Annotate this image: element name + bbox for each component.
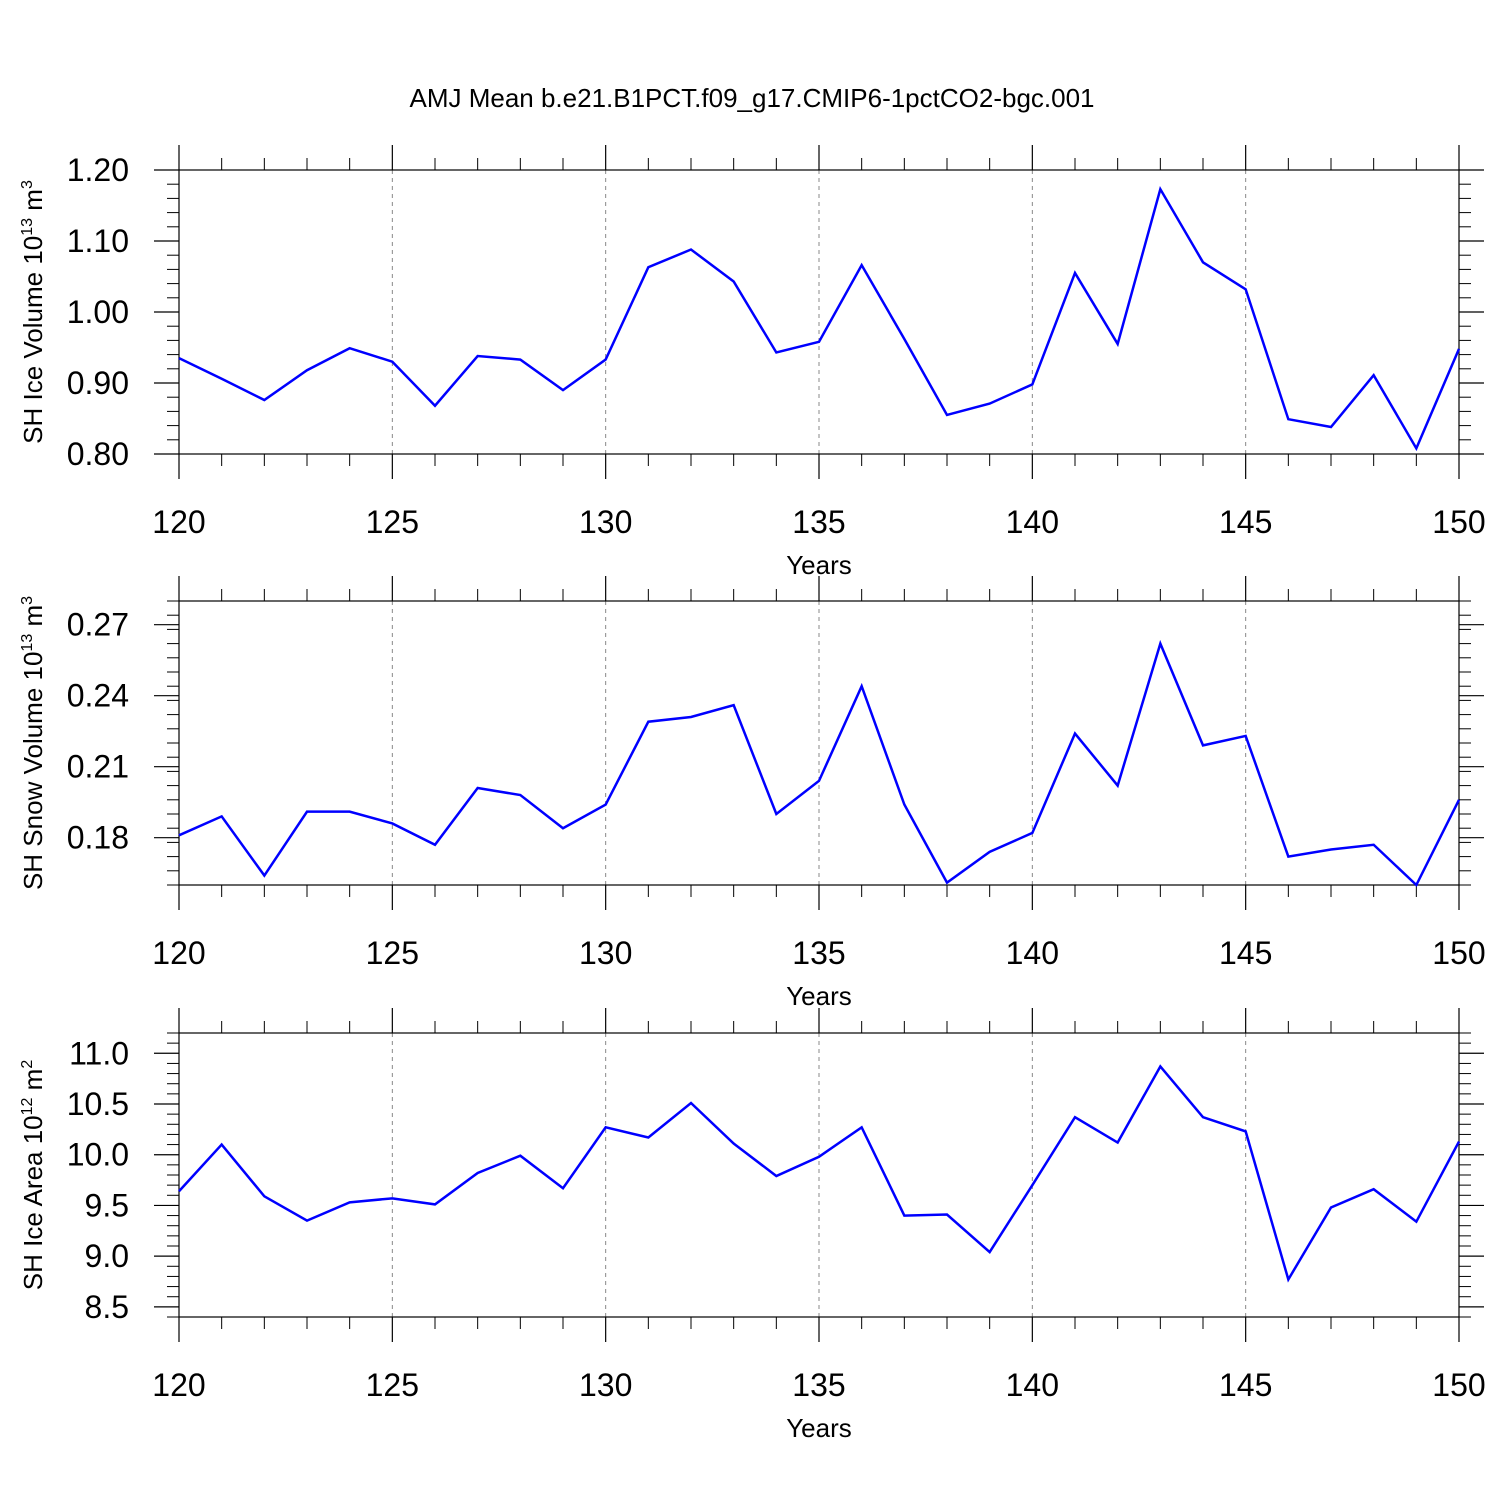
y-tick-label: 0.80 <box>67 436 129 472</box>
x-tick-label: 130 <box>579 935 632 971</box>
y-tick-label: 0.90 <box>67 365 129 401</box>
y-tick-label: 10.5 <box>67 1086 129 1122</box>
y-tick-label: 10.0 <box>67 1137 129 1173</box>
x-tick-label: 145 <box>1219 504 1272 540</box>
y-tick-label: 0.18 <box>67 820 129 856</box>
chart-title: AMJ Mean b.e21.B1PCT.f09_g17.CMIP6-1pctC… <box>409 83 1094 113</box>
x-tick-label: 130 <box>579 1367 632 1403</box>
y-tick-label: 0.27 <box>67 607 129 643</box>
y-tick-label: 1.10 <box>67 223 129 259</box>
x-tick-label: 135 <box>792 504 845 540</box>
y-tick-label: 11.0 <box>69 1035 129 1071</box>
x-tick-label: 150 <box>1432 1367 1485 1403</box>
y-tick-label: 9.0 <box>85 1238 129 1274</box>
series-line <box>178 185 1461 452</box>
x-tick-label: 120 <box>152 935 205 971</box>
series-line <box>178 1064 1461 1283</box>
x-tick-label: 135 <box>792 935 845 971</box>
x-tick-label: 145 <box>1219 1367 1272 1403</box>
x-tick-label: 120 <box>152 504 205 540</box>
x-tick-label: 140 <box>1006 1367 1059 1403</box>
x-tick-label: 130 <box>579 504 632 540</box>
y-axis-label: SH Snow Volume 1013 m3 <box>18 596 48 890</box>
y-axis-label: SH Ice Volume 1013 m3 <box>18 180 48 444</box>
x-tick-label: 150 <box>1432 504 1485 540</box>
x-tick-label: 145 <box>1219 935 1272 971</box>
y-tick-label: 0.21 <box>67 749 129 785</box>
y-tick-label: 1.00 <box>67 294 129 330</box>
y-tick-label: 1.20 <box>67 152 129 188</box>
panel-ice-area: SH Ice Area 1012 m2 Years 120 125 130 135 14… <box>18 1008 1486 1443</box>
x-axis-label: Years <box>786 550 852 580</box>
x-tick-label: 125 <box>366 1367 419 1403</box>
panel-ice-volume: SH Ice Volume 1013 m3 Years 120 125 130 135… <box>18 145 1486 580</box>
x-tick-label: 125 <box>366 935 419 971</box>
x-tick-label: 135 <box>792 1367 845 1403</box>
y-tick-label: 8.5 <box>85 1289 129 1325</box>
y-axis-label: SH Ice Area 1012 m2 <box>18 1060 48 1291</box>
x-axis-label: Years <box>786 1413 852 1443</box>
x-tick-label: 125 <box>366 504 419 540</box>
panel-snow-volume: SH Snow Volume 1013 m3 Years 120 125 130 13… <box>18 576 1486 1011</box>
x-tick-label: 150 <box>1432 935 1485 971</box>
y-tick-label: 9.5 <box>85 1187 129 1223</box>
x-tick-label: 140 <box>1006 504 1059 540</box>
x-tick-label: 120 <box>152 1367 205 1403</box>
x-tick-label: 140 <box>1006 935 1059 971</box>
y-tick-label: 0.24 <box>67 678 129 714</box>
series-line <box>178 639 1461 888</box>
x-axis-label: Years <box>786 981 852 1011</box>
